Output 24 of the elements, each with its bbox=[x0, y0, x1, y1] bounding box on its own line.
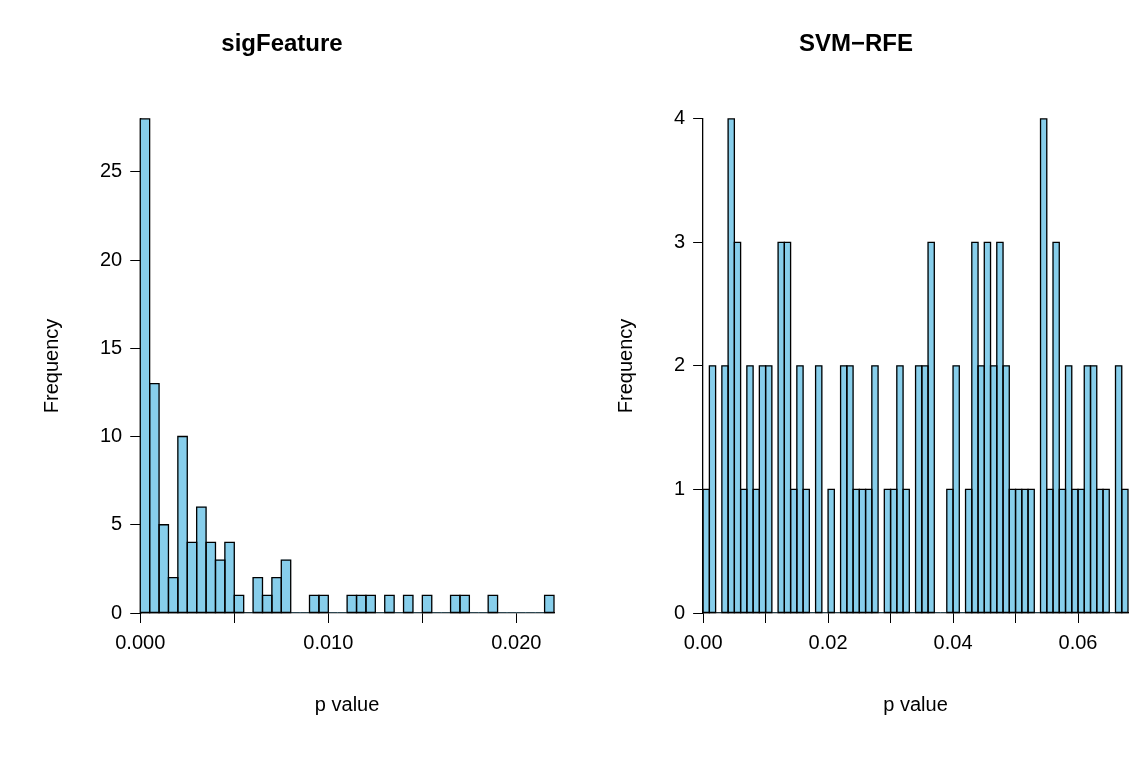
x-tick-label: 0.06 bbox=[1058, 630, 1098, 653]
x-tick-label: 0.04 bbox=[933, 630, 973, 653]
y-axis-title: Frequency bbox=[39, 318, 62, 414]
y-tick-label: 20 bbox=[100, 247, 123, 270]
x-tick-label: 0.02 bbox=[808, 630, 848, 653]
y-tick-label: 4 bbox=[674, 106, 686, 129]
y-tick-label: 1 bbox=[674, 476, 686, 499]
y-tick-label: 3 bbox=[674, 229, 686, 252]
x-tick-label: 0.020 bbox=[491, 630, 542, 653]
y-tick-label: 15 bbox=[100, 335, 123, 358]
x-tick-label: 0.00 bbox=[683, 630, 723, 653]
x-tick-label: 0.000 bbox=[115, 630, 166, 653]
chart-title: sigFeature bbox=[221, 29, 343, 57]
y-tick-label: 25 bbox=[100, 159, 123, 182]
y-tick-label: 0 bbox=[111, 600, 123, 623]
x-axis-title: p value bbox=[314, 692, 380, 715]
y-tick-label: 2 bbox=[674, 353, 686, 376]
chart-title: SVM−RFE bbox=[798, 29, 914, 57]
y-tick-label: 0 bbox=[674, 600, 686, 623]
x-axis-title: p value bbox=[883, 692, 948, 715]
y-axis-title: Frequency bbox=[613, 318, 636, 414]
y-tick-label: 5 bbox=[111, 512, 123, 535]
y-tick-label: 10 bbox=[100, 424, 123, 447]
x-tick-label: 0.010 bbox=[303, 630, 354, 653]
